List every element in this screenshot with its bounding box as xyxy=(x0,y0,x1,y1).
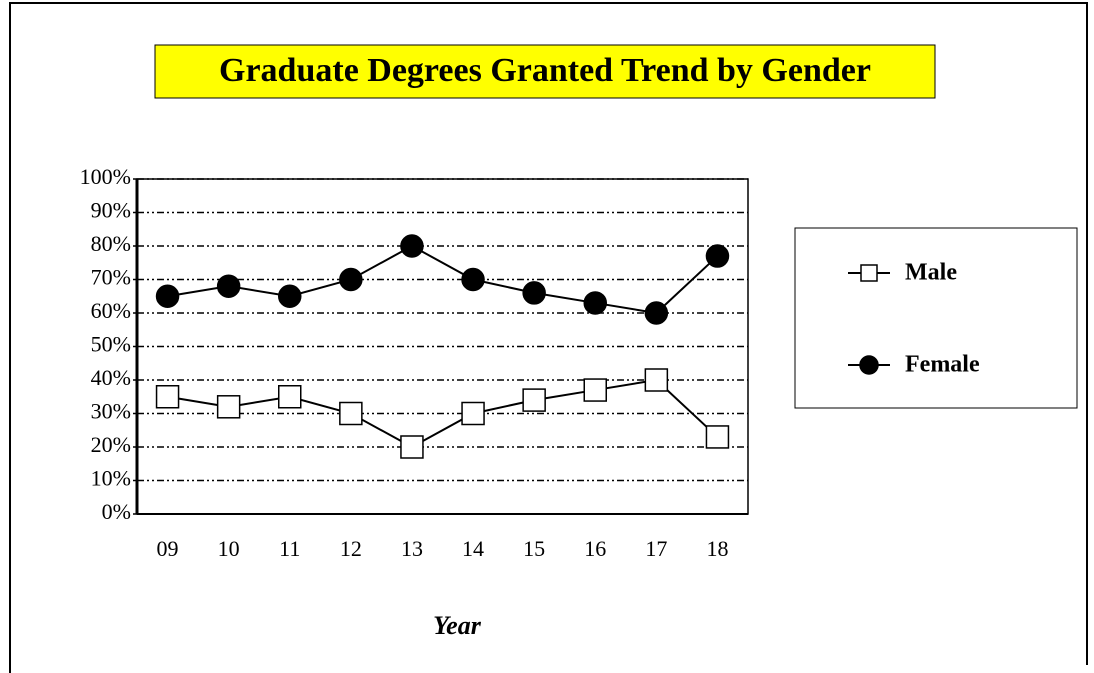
data-point xyxy=(339,267,363,292)
x-axis-label: Year xyxy=(433,611,482,640)
series-line xyxy=(167,244,719,315)
y-tick-label: 60% xyxy=(91,298,131,323)
legend-marker xyxy=(860,264,878,282)
data-point xyxy=(522,281,546,305)
data-point xyxy=(339,401,363,426)
data-point xyxy=(583,291,607,315)
x-tick-label: 09 xyxy=(157,536,179,561)
data-point xyxy=(522,388,546,412)
data-point xyxy=(216,395,241,419)
y-tick-label: 40% xyxy=(91,365,131,390)
data-point xyxy=(644,301,669,325)
x-tick-label: 13 xyxy=(401,536,423,561)
legend-box xyxy=(794,227,1078,409)
x-tick-label: 17 xyxy=(645,536,667,561)
y-tick-label: 20% xyxy=(91,432,131,457)
data-point xyxy=(400,234,424,258)
x-tick-label: 11 xyxy=(279,536,300,561)
legend-marker xyxy=(859,355,879,375)
data-point xyxy=(644,368,669,392)
y-tick-label: 70% xyxy=(91,265,131,290)
y-tick-label: 0% xyxy=(102,499,131,524)
y-tick-label: 30% xyxy=(91,399,131,424)
data-point xyxy=(583,378,607,402)
legend-label: Female xyxy=(905,352,980,378)
x-tick-label: 16 xyxy=(584,536,606,561)
data-point xyxy=(461,401,485,426)
data-point xyxy=(705,244,730,268)
data-point xyxy=(216,274,241,298)
data-point xyxy=(155,284,180,308)
x-tick-label: 14 xyxy=(462,536,484,561)
data-point xyxy=(155,385,180,409)
data-point xyxy=(461,267,485,292)
x-tick-label: 12 xyxy=(340,536,362,561)
y-tick-label: 100% xyxy=(80,164,131,189)
x-tick-label: 15 xyxy=(523,536,545,561)
frame xyxy=(9,2,1088,673)
data-point xyxy=(278,284,302,308)
y-tick-label: 50% xyxy=(91,332,131,357)
title-box xyxy=(154,44,936,99)
data-point xyxy=(278,385,302,409)
x-tick-label: 18 xyxy=(706,536,728,561)
y-tick-label: 90% xyxy=(91,198,131,223)
y-tick-label: 10% xyxy=(91,466,131,491)
data-point xyxy=(400,435,424,459)
chart-title: Graduate Degrees Granted Trend by Gender xyxy=(219,52,871,89)
y-tick-label: 80% xyxy=(91,231,131,256)
series-line xyxy=(167,378,719,449)
legend-label: Male xyxy=(905,260,957,286)
data-point xyxy=(705,425,730,449)
x-tick-label: 10 xyxy=(218,536,240,561)
